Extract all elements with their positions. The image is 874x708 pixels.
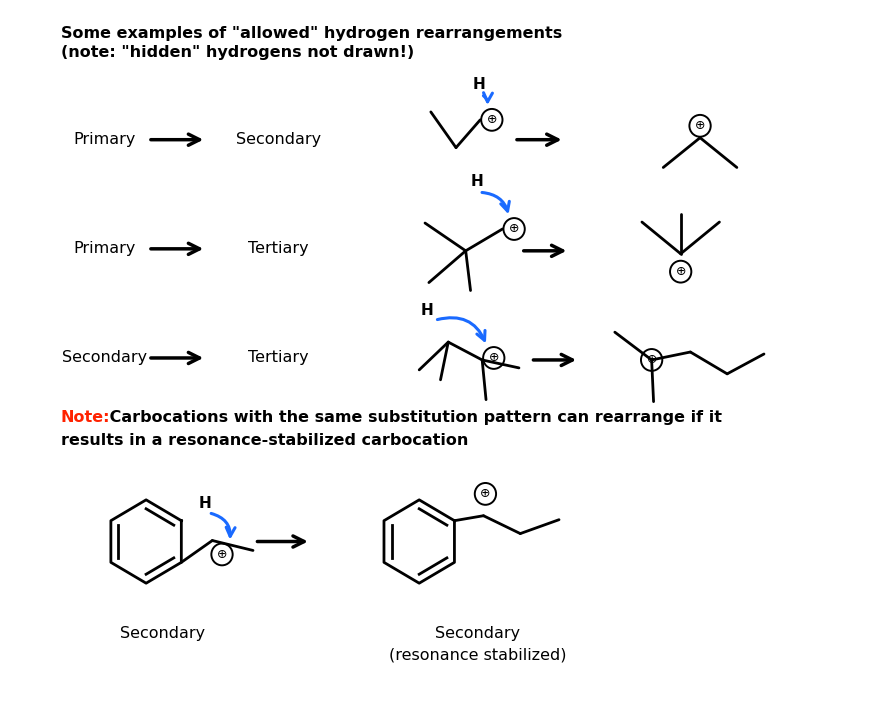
Text: Secondary: Secondary: [62, 350, 147, 365]
Text: ⊕: ⊕: [647, 353, 657, 367]
Text: ⊕: ⊕: [217, 548, 227, 561]
Text: (resonance stabilized): (resonance stabilized): [389, 648, 566, 663]
Text: (note: "hidden" hydrogens not drawn!): (note: "hidden" hydrogens not drawn!): [61, 45, 414, 60]
Text: H: H: [471, 174, 483, 189]
Text: Some examples of "allowed" hydrogen rearrangements: Some examples of "allowed" hydrogen rear…: [61, 25, 562, 40]
Text: H: H: [420, 303, 434, 319]
Text: Tertiary: Tertiary: [248, 350, 309, 365]
Text: ⊕: ⊕: [695, 120, 705, 132]
Text: ⊕: ⊕: [487, 113, 497, 126]
Text: Carbocations with the same substitution pattern can rearrange if it: Carbocations with the same substitution …: [105, 409, 723, 425]
Text: Primary: Primary: [73, 132, 135, 147]
Text: H: H: [473, 77, 486, 92]
Text: ⊕: ⊕: [509, 222, 519, 236]
Text: Tertiary: Tertiary: [248, 241, 309, 256]
Text: ⊕: ⊕: [676, 266, 686, 278]
Text: Note:: Note:: [61, 409, 110, 425]
Text: H: H: [198, 496, 211, 510]
Text: Secondary: Secondary: [236, 132, 322, 147]
Text: ⊕: ⊕: [489, 351, 499, 365]
Text: Primary: Primary: [73, 241, 135, 256]
Text: Secondary: Secondary: [434, 626, 520, 641]
Text: results in a resonance-stabilized carbocation: results in a resonance-stabilized carboc…: [61, 433, 468, 448]
Text: Secondary: Secondary: [120, 626, 205, 641]
Text: ⊕: ⊕: [480, 487, 490, 501]
